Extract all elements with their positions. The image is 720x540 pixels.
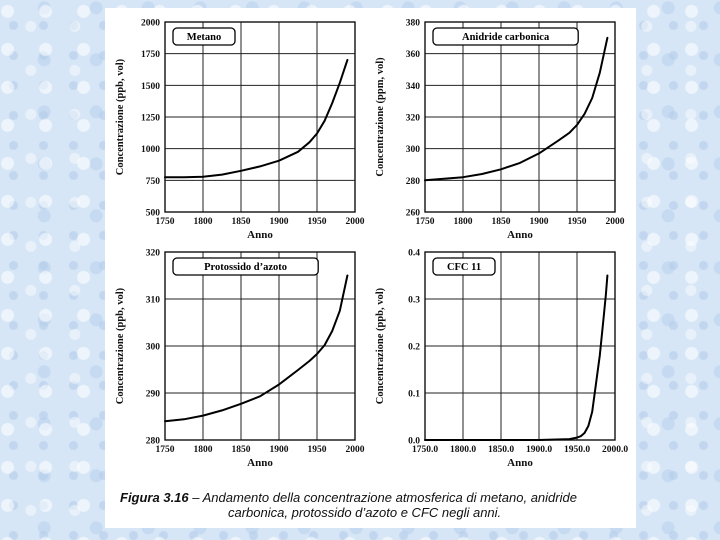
caption-label: Figura 3.16 [120,490,189,505]
y-tick-label: 1250 [141,114,160,124]
x-tick-label: 1900 [530,217,549,227]
y-tick-label: 500 [146,209,161,219]
x-tick-label: 1850.0 [488,445,514,455]
x-tick-label: 1750 [156,217,175,227]
x-tick-label: 1950.0 [564,445,590,455]
x-axis-label: Anno [507,457,533,469]
x-tick-label: 1750 [416,217,435,227]
chart-title: CFC 11 [447,262,481,273]
y-tick-label: 280 [406,177,421,187]
y-tick-label: 1000 [141,145,160,155]
chart-panel: 1750.0 1800.0 1850.0 1900.0 1950.0 2000.0 0.0 0… [375,249,628,470]
x-tick-label: 1750 [156,445,175,455]
y-tick-label: 290 [146,390,161,400]
x-tick-label: 2000 [346,445,365,455]
x-axis-label: Anno [247,229,273,241]
x-tick-label: 1950 [308,445,327,455]
x-tick-label: 2000.0 [602,445,628,455]
x-tick-label: 2000 [606,217,625,227]
y-tick-label: 1750 [141,50,160,60]
x-tick-label: 1900.0 [526,445,552,455]
x-tick-label: 2000 [346,217,365,227]
x-tick-label: 1850 [232,445,251,455]
y-tick-label: 0.4 [408,249,420,259]
y-axis-label: Concentrazione (ppb, vol) [115,58,126,175]
y-tick-label: 380 [406,19,421,29]
chart-title: Metano [187,32,221,43]
series-line [164,274,349,423]
y-tick-label: 0.3 [408,296,420,306]
x-tick-label: 1950 [568,217,587,227]
x-tick-label: 1900 [270,445,289,455]
chart-panel: 1750 1800 1850 1900 1950 2000 260 280 300 320 340 3… [375,19,625,242]
chart-title-box: Protossido d’azoto [172,257,319,276]
y-tick-label: 750 [146,177,161,187]
y-tick-label: 0.0 [408,437,420,447]
title-box-frame [432,257,496,276]
x-tick-label: 1950 [308,217,327,227]
chart-title: Anidride carbonica [462,32,550,43]
plot-frame [164,251,356,441]
title-box-frame [172,257,319,276]
x-axis-label: Anno [507,229,533,241]
x-tick-label: 1800.0 [450,445,476,455]
chart-panel: 1750 1800 1850 1900 1950 2000 280 290 300 310 320 A… [115,249,365,470]
y-axis-label: Concentrazione (ppm, vol) [375,57,386,177]
x-axis-label: Anno [247,457,273,469]
plot-frame [164,21,356,213]
chart-title-box: Metano [172,27,236,46]
y-tick-label: 0.1 [408,390,420,400]
y-tick-label: 0.2 [408,343,420,353]
x-tick-label: 1850 [232,217,251,227]
x-tick-label: 1800 [194,445,213,455]
y-tick-label: 320 [406,114,421,124]
caption-line-2: carbonica, protossido d’azoto e CFC negl… [228,505,502,520]
y-tick-label: 320 [146,249,161,259]
y-tick-label: 300 [146,343,161,353]
series-line [424,274,609,441]
y-tick-label: 340 [406,82,421,92]
caption-separator: – [188,490,203,505]
charts-svg: 1750 1800 1850 1900 1950 2000 500 750 1000 1250 15… [115,19,628,470]
plot-frame [424,21,616,213]
chart-title: Protossido d’azoto [204,262,287,273]
y-tick-label: 1500 [141,82,160,92]
figure-page: 1750 1800 1850 1900 1950 2000 500 750 1000 1250 15… [105,8,636,528]
y-tick-label: 310 [146,296,161,306]
y-axis-label: Concentrazione (ppb, vol) [115,287,126,404]
chart-title-box: Anidride carbonica [432,27,579,46]
x-tick-label: 1750.0 [412,445,438,455]
chart-panel: 1750 1800 1850 1900 1950 2000 500 750 1000 1250 15… [115,19,365,242]
y-tick-label: 280 [146,437,161,447]
x-tick-label: 1900 [270,217,289,227]
figure-caption: Figura 3.16 – Andamento della concentraz… [120,490,632,520]
x-tick-label: 1800 [454,217,473,227]
y-tick-label: 300 [406,145,421,155]
y-tick-label: 360 [406,50,421,60]
caption-line-1: Andamento della concentrazione atmosferi… [202,490,577,505]
chart-title-box: CFC 11 [432,257,496,276]
x-tick-label: 1850 [492,217,511,227]
series-line [424,36,609,182]
x-tick-label: 1800 [194,217,213,227]
series-line [164,59,349,179]
y-tick-label: 260 [406,209,421,219]
y-tick-label: 2000 [141,19,160,29]
title-box-frame [172,27,236,46]
y-axis-label: Concentrazione (ppb, vol) [375,287,386,404]
title-box-frame [432,27,579,46]
